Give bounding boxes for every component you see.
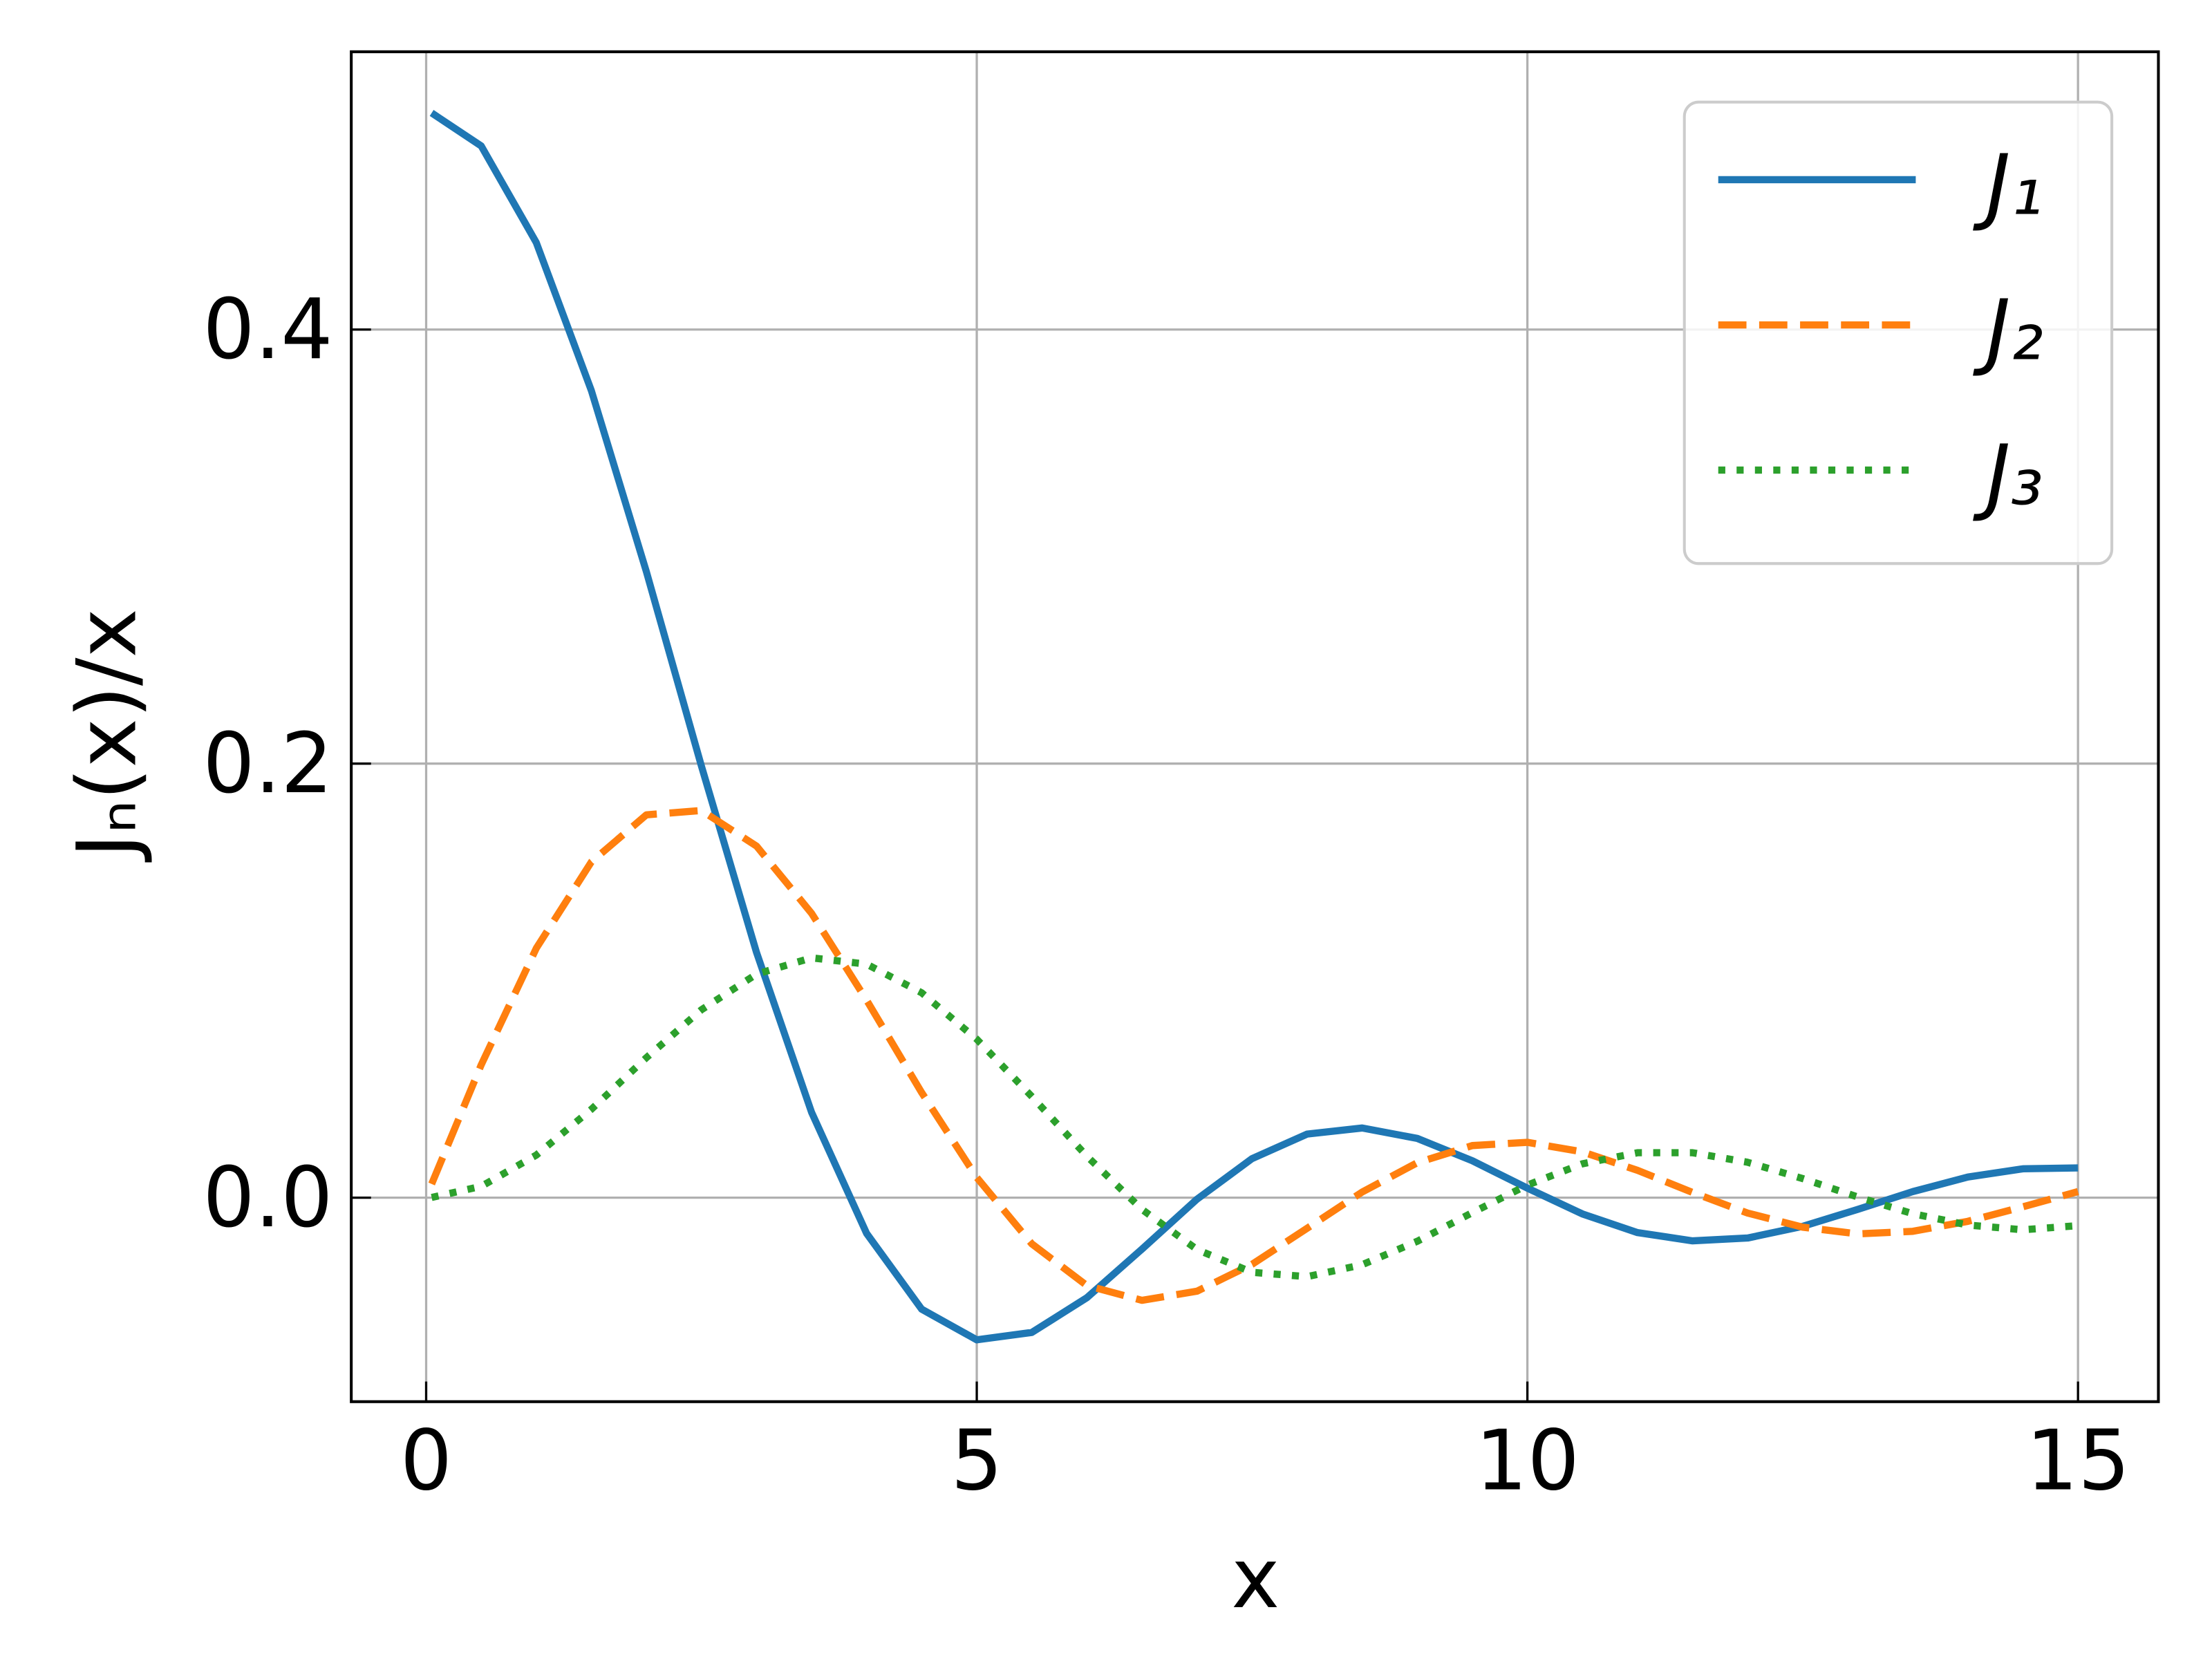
y-axis-label: Jₙ(x)/x [60,608,156,863]
legend-box [1683,100,2114,565]
series-line [431,954,2079,1281]
series-line [428,807,2079,1304]
x-tick-label: 5 [950,1412,1002,1509]
x-tick-label: 0 [400,1412,452,1509]
x-axis-label: x [1231,1530,1280,1627]
y-tick-label: 0.0 [203,1150,332,1246]
x-tick-label: 15 [2026,1412,2130,1509]
plot-frame [350,50,2160,1403]
x-tick-label: 10 [1475,1412,1580,1509]
y-tick-label: 0.2 [203,715,332,812]
y-tick-label: 0.4 [203,281,332,378]
